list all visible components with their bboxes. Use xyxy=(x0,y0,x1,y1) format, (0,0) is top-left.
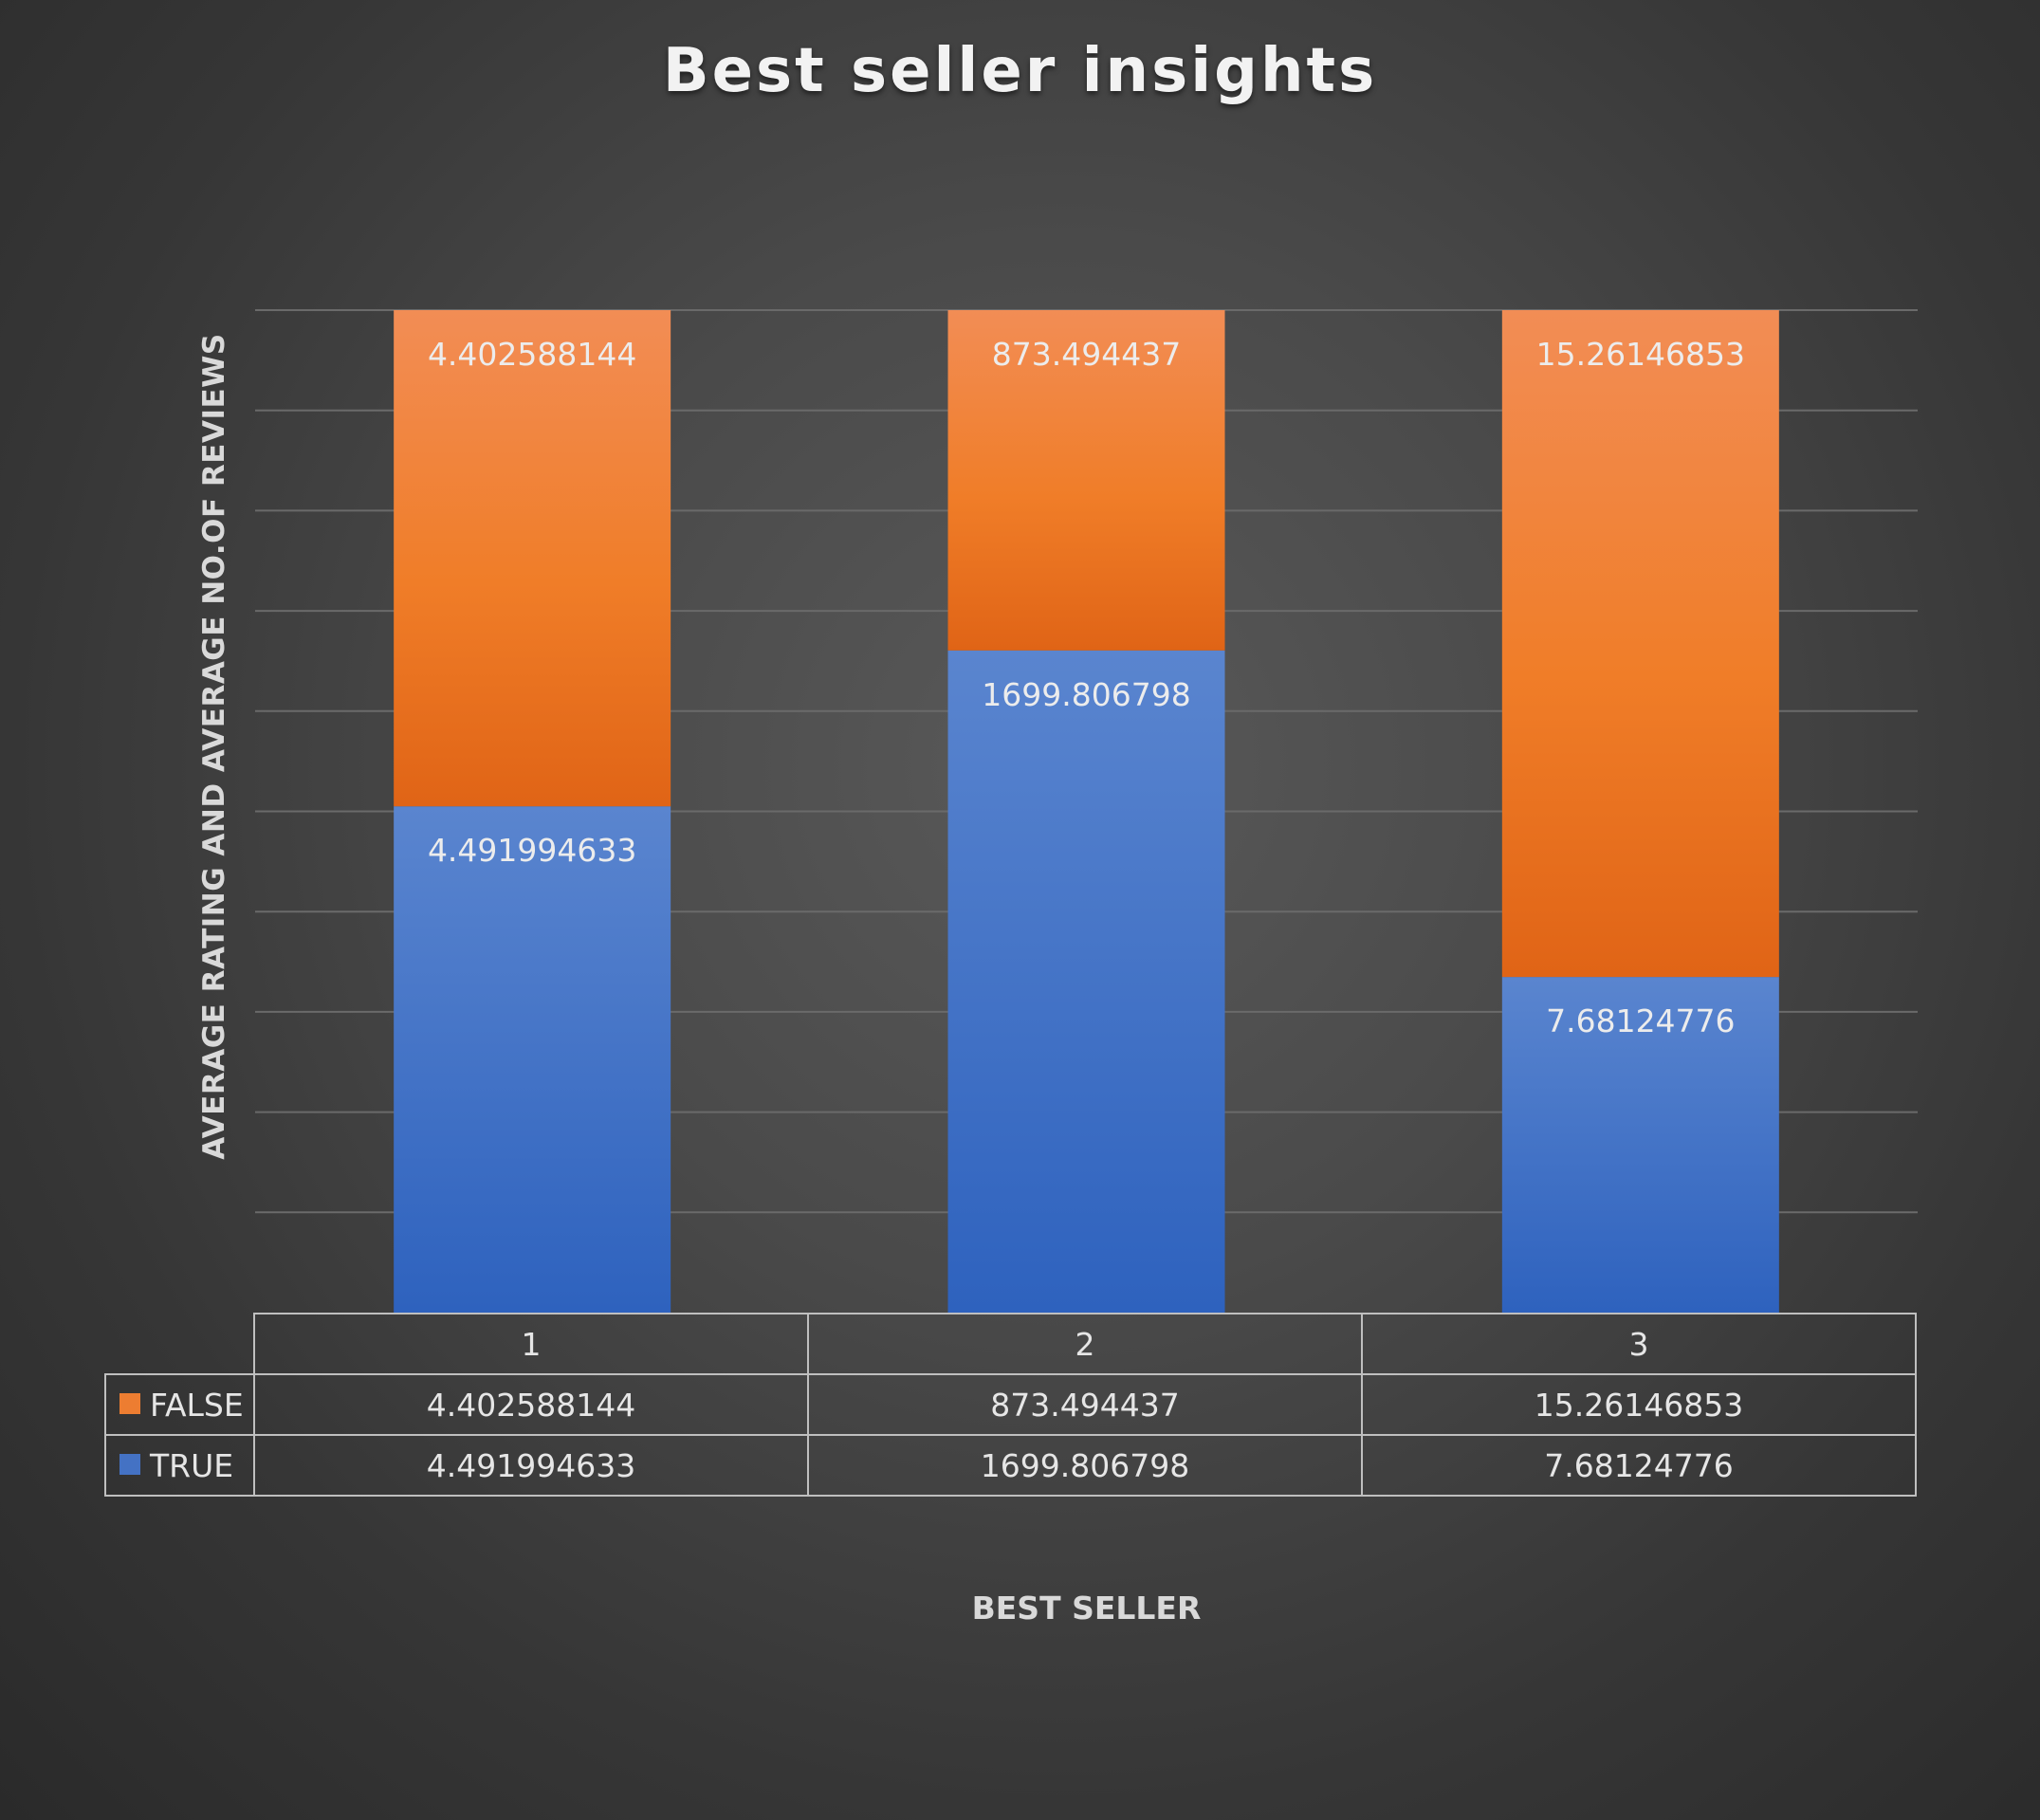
data-table-corner xyxy=(105,1314,255,1375)
data-label-true-3: 7.68124776 xyxy=(1546,1002,1735,1039)
legend-swatch-false xyxy=(119,1393,140,1414)
y-axis-label: AVERAGE RATING AND AVERAGE NO.OF REVIEWS xyxy=(197,333,231,1160)
data-table-header-row: 1 2 3 xyxy=(105,1313,1917,1375)
data-table-row-false: FALSE 4.402588144 873.494437 15.26146853 xyxy=(104,1373,1917,1436)
data-table-cell: 4.491994633 xyxy=(253,1434,809,1497)
bar-false-2 xyxy=(947,310,1225,651)
legend-entry-false: FALSE xyxy=(104,1373,255,1436)
bar-false-1 xyxy=(394,310,671,807)
legend-swatch-true xyxy=(119,1454,140,1475)
data-label-false-2: 873.494437 xyxy=(992,336,1181,373)
legend-entry-true: TRUE xyxy=(104,1434,255,1497)
data-label-false-3: 15.26146853 xyxy=(1536,336,1745,373)
bars xyxy=(394,310,1779,1313)
data-label-true-2: 1699.806798 xyxy=(982,676,1190,713)
bar-true-3 xyxy=(1501,977,1779,1313)
data-label-false-1: 4.402588144 xyxy=(428,336,636,373)
data-table-row-true: TRUE 4.491994633 1699.806798 7.68124776 xyxy=(104,1434,1917,1497)
chart-title: Best seller insights xyxy=(662,36,1378,106)
legend-label-true: TRUE xyxy=(150,1446,234,1484)
data-table-header-cell: 2 xyxy=(807,1313,1363,1375)
bar-false-3 xyxy=(1501,310,1779,978)
bar-true-1 xyxy=(394,806,671,1313)
data-table-cell: 15.26146853 xyxy=(1361,1373,1917,1436)
data-label-true-1: 4.491994633 xyxy=(428,832,636,869)
data-table-cell: 873.494437 xyxy=(807,1373,1363,1436)
data-labels: 4.491994633 4.402588144 1699.806798 873.494… xyxy=(428,336,1745,1039)
bar-true-2 xyxy=(947,650,1225,1313)
data-table: 1 2 3 FALSE 4.402588144 873.494437 15.26… xyxy=(104,1313,1917,1497)
data-table-header-cell: 1 xyxy=(253,1313,809,1375)
x-axis-label: BEST SELLER xyxy=(971,1590,1202,1627)
data-table-cell: 1699.806798 xyxy=(807,1434,1363,1497)
data-table-cell: 4.402588144 xyxy=(253,1373,809,1436)
data-table-cell: 7.68124776 xyxy=(1361,1434,1917,1497)
data-table-header-cell: 3 xyxy=(1361,1313,1917,1375)
legend-label-false: FALSE xyxy=(150,1386,244,1424)
